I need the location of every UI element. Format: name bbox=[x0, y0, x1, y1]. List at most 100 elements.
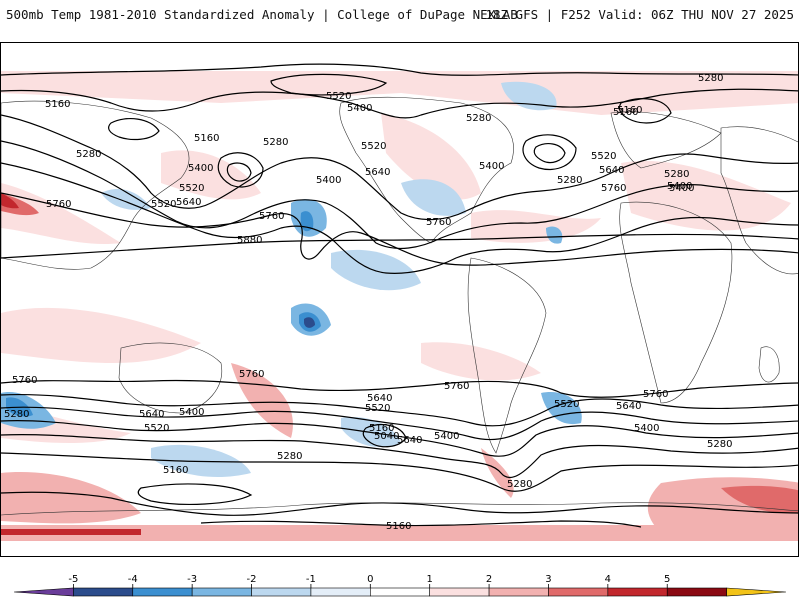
contour-label: 5040 bbox=[374, 431, 399, 442]
colorbar-swatch bbox=[132, 587, 193, 597]
colorbar-tick-label: -1 bbox=[306, 574, 316, 585]
contour-label: 5520 bbox=[326, 91, 351, 102]
contour-label: 5400 bbox=[188, 163, 213, 174]
africa-coast bbox=[619, 201, 733, 404]
contour-labels: 5520 5400 5280 5160 5160 5160 5280 5520 … bbox=[4, 73, 732, 532]
cold-anomaly-region bbox=[304, 317, 315, 328]
colorbar-ticks: -5 -4 -3 -2 -1 0 1 2 3 4 5 bbox=[68, 574, 670, 588]
asia-coast bbox=[1, 100, 190, 270]
height-contour bbox=[618, 98, 672, 124]
height-contour bbox=[217, 152, 264, 188]
colorbar-swatch bbox=[429, 587, 490, 597]
contour-label: 5640 bbox=[599, 165, 624, 176]
contour-label: 5640 bbox=[616, 401, 641, 412]
colorbar-swatch bbox=[191, 587, 252, 597]
contour-label: 5760 bbox=[239, 369, 264, 380]
contour-label: 5160 bbox=[194, 133, 219, 144]
cold-anomaly-region bbox=[401, 179, 466, 216]
antarctica-coast bbox=[1, 502, 798, 516]
height-contour bbox=[1, 420, 798, 457]
height-contour bbox=[1, 491, 798, 516]
cold-anomaly-region bbox=[101, 188, 151, 210]
contour-label: 5400 bbox=[434, 431, 459, 442]
height-contour bbox=[522, 134, 577, 170]
warm-anomaly-region bbox=[1, 71, 798, 115]
colorbar-scale: -5 -4 -3 -2 -1 0 1 2 3 4 5 bbox=[13, 574, 787, 597]
contour-label: 5280 bbox=[466, 113, 491, 124]
height-contour bbox=[1, 162, 798, 274]
height-contour bbox=[226, 162, 252, 182]
contour-label: 5640 bbox=[397, 435, 422, 446]
height-contour bbox=[270, 73, 388, 96]
colorbar-swatch bbox=[370, 587, 430, 597]
height-contour bbox=[1, 434, 798, 479]
height-contours bbox=[1, 63, 798, 528]
contour-label: 5760 bbox=[643, 389, 668, 400]
cold-anomaly-region bbox=[501, 81, 557, 111]
contour-label: 5760 bbox=[259, 211, 284, 222]
contour-label: 5520 bbox=[361, 141, 386, 152]
warm-anomaly-region bbox=[1, 307, 201, 363]
colorbar-tick-label: 0 bbox=[367, 574, 373, 585]
contour-label: 5640 bbox=[367, 393, 392, 404]
colorbar-tick-label: -5 bbox=[68, 574, 78, 585]
contour-label: 5400 bbox=[669, 183, 694, 194]
warm-anomaly-region bbox=[1, 193, 19, 209]
cold-anomaly-region bbox=[541, 392, 582, 425]
contour-label: 5160 bbox=[45, 99, 70, 110]
colorbar-swatch bbox=[666, 587, 727, 597]
height-contour bbox=[108, 117, 160, 141]
height-contour bbox=[1, 140, 798, 249]
cold-anomaly-region bbox=[546, 226, 563, 244]
contour-label: 5760 bbox=[46, 199, 71, 210]
height-contour bbox=[1, 393, 798, 427]
height-contour bbox=[1, 114, 798, 221]
colorbar-tick-label: 2 bbox=[486, 574, 492, 585]
warm-anomaly-region bbox=[161, 150, 261, 200]
height-contour bbox=[1, 406, 798, 441]
map-panel: 5520 5400 5280 5160 5160 5160 5280 5520 … bbox=[0, 42, 799, 557]
europe-coast bbox=[610, 111, 722, 169]
contour-label: 5280 bbox=[664, 169, 689, 180]
colorbar-tick-label: -4 bbox=[128, 574, 138, 585]
contour-label: 5160 bbox=[613, 107, 638, 118]
colorbar-tick-label: 1 bbox=[427, 574, 433, 585]
contour-label: 5760 bbox=[426, 217, 451, 228]
contour-label: 5400 bbox=[179, 407, 204, 418]
contour-label: 5760 bbox=[444, 381, 469, 392]
contour-label: 5160 bbox=[386, 521, 411, 532]
contour-label: 5280 bbox=[698, 73, 723, 84]
contour-label: 5400 bbox=[479, 161, 504, 172]
colorbar-swatches bbox=[13, 587, 787, 597]
warm-anomaly-region bbox=[1, 183, 121, 245]
height-contour bbox=[1, 379, 798, 398]
height-contour bbox=[1, 192, 798, 266]
height-contour bbox=[362, 424, 407, 448]
contour-label: 5520 bbox=[151, 199, 176, 210]
contour-label: 5640 bbox=[176, 197, 201, 208]
contour-label: 5400 bbox=[634, 423, 659, 434]
colorbar-swatch bbox=[726, 587, 787, 597]
contour-label: 5280 bbox=[707, 439, 732, 450]
contour-label: 5280 bbox=[557, 175, 582, 186]
warm-anomaly-region bbox=[621, 161, 791, 231]
colorbar-tick-label: 5 bbox=[664, 574, 670, 585]
contour-label: 5760 bbox=[12, 375, 37, 386]
contour-label: 5280 bbox=[4, 409, 29, 420]
north-america-coast bbox=[339, 96, 514, 244]
warm-anomaly-region bbox=[1, 193, 39, 216]
height-contour bbox=[533, 143, 566, 164]
contour-label: 5640 bbox=[139, 409, 164, 420]
contour-label: 5520 bbox=[591, 151, 616, 162]
asia-east-coast bbox=[720, 126, 798, 275]
colorbar-swatch bbox=[13, 587, 74, 597]
coastlines bbox=[1, 96, 798, 516]
contour-label: 5520 bbox=[554, 399, 579, 410]
warm-anomaly-region bbox=[231, 363, 293, 438]
anomaly-shading bbox=[1, 71, 798, 541]
colorbar-swatch bbox=[73, 587, 134, 597]
warm-anomaly-region bbox=[481, 448, 514, 498]
height-contour bbox=[200, 520, 642, 528]
warm-anomaly-region bbox=[1, 525, 798, 541]
contour-label: 5280 bbox=[76, 149, 101, 160]
